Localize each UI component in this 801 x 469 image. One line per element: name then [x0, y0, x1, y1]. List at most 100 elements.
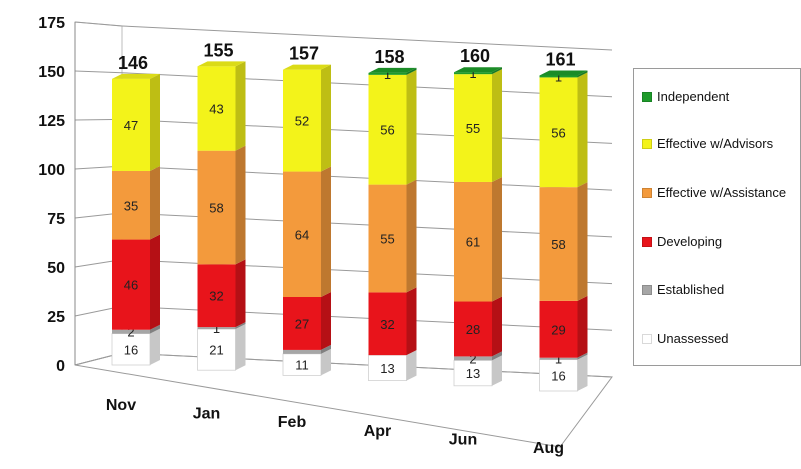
total-label: 160: [460, 46, 490, 66]
bar-side: [577, 70, 588, 78]
gridline: [121, 305, 613, 331]
bar-side: [150, 234, 160, 330]
bar-side: [406, 350, 417, 381]
bar-side: [235, 145, 246, 265]
bar-side: [235, 259, 246, 328]
x-tick-label: Nov: [106, 397, 136, 414]
legend-swatch: [642, 236, 652, 247]
data-label: 1: [469, 66, 476, 81]
bar-side: [321, 64, 331, 172]
bar-side: [577, 295, 588, 358]
data-label: 46: [124, 278, 138, 293]
data-label: 56: [380, 123, 394, 138]
bar-segment-effective-w-advisors: [539, 77, 578, 188]
legend-label: Unassessed: [657, 331, 729, 346]
data-label: 58: [551, 237, 565, 252]
bar-segment-independent: [454, 72, 492, 75]
bar-side: [235, 322, 246, 330]
data-label: 29: [551, 322, 565, 337]
legend-item-independent: Independent: [642, 89, 729, 104]
bar-side: [492, 355, 502, 386]
total-label: 146: [118, 53, 148, 73]
bar-side: [321, 292, 331, 350]
gridline: [121, 212, 613, 238]
bar-side: [406, 287, 417, 356]
legend-swatch: [642, 187, 652, 198]
y-tick-label: 50: [47, 260, 65, 277]
total-label: 158: [374, 47, 404, 67]
bar-segment-established: [454, 356, 492, 361]
data-label: 1: [213, 321, 220, 336]
data-label: 11: [295, 358, 309, 373]
data-label: 16: [551, 368, 565, 383]
x-tick-label: Jun: [449, 431, 477, 448]
bar-side: [577, 72, 588, 188]
total-label: 161: [545, 49, 575, 69]
legend-item-established: Established: [642, 282, 724, 297]
data-label: 43: [209, 102, 223, 117]
legend-swatch: [642, 284, 652, 295]
y-tick-label: 125: [38, 113, 65, 130]
data-label: 32: [209, 289, 223, 304]
legend-swatch: [642, 91, 652, 102]
x-tick-label: Feb: [278, 414, 307, 431]
data-label: 1: [555, 352, 562, 367]
bar-segment-effective-w-advisors: [283, 69, 321, 172]
y-tick-label: 0: [56, 358, 65, 375]
data-label: 35: [124, 198, 138, 213]
legend-label: Developing: [657, 234, 723, 249]
gridline-depth: [74, 21, 123, 27]
y-tick-label: 150: [38, 64, 65, 81]
bar-side: [492, 296, 502, 357]
data-label: 61: [466, 235, 480, 250]
gridline-depth: [74, 70, 123, 74]
bar-side: [406, 179, 417, 293]
legend-label: Established: [657, 282, 725, 297]
bar-top: [197, 61, 246, 67]
bar-segment-unassessed: [539, 359, 578, 392]
data-label: 55: [380, 232, 394, 247]
bar-segment-effective-w-advisors: [112, 78, 150, 171]
bar-segment-developing: [197, 264, 236, 328]
legend-label: Effective w/Advisors: [657, 136, 774, 151]
bar-side: [406, 67, 417, 75]
bar-segment-developing: [368, 292, 407, 356]
bar-side: [235, 61, 246, 151]
bar-segment-established: [539, 357, 578, 360]
legend-label: Independent: [657, 89, 730, 104]
bar-segment-effective-w-assistance: [368, 184, 407, 293]
bar-segment-effective-w-advisors: [454, 74, 492, 182]
bar-side: [235, 324, 246, 371]
data-label: 16: [124, 342, 138, 357]
bar-segment-independent: [368, 72, 407, 75]
bar-segment-effective-w-assistance: [454, 181, 492, 302]
bar-segment-effective-w-advisors: [368, 74, 407, 185]
data-label: 1: [555, 69, 562, 84]
bar-segment-developing: [454, 301, 492, 357]
bar-side: [321, 348, 331, 376]
bar-segment-established: [112, 329, 150, 334]
bar-segment-independent: [539, 75, 578, 78]
data-label: 32: [380, 317, 394, 332]
bar-segment-developing: [539, 300, 578, 358]
bar-top: [283, 64, 331, 70]
x-tick-label: Jan: [193, 406, 221, 423]
data-label: 64: [295, 227, 309, 242]
bar-top: [368, 67, 417, 73]
gridline: [121, 259, 613, 285]
legend-swatch: [642, 333, 652, 344]
gridline: [121, 25, 613, 51]
bar-segment-effective-w-assistance: [539, 187, 578, 301]
bar-top: [454, 67, 502, 73]
bar-side: [492, 176, 502, 302]
x-tick-label: Aug: [533, 440, 564, 457]
bar-segment-effective-w-assistance: [112, 170, 150, 240]
chart-floor: [74, 352, 613, 448]
data-label: 2: [469, 351, 476, 366]
bar-side: [577, 352, 588, 360]
data-label: 58: [209, 201, 223, 216]
x-tick-label: Apr: [364, 423, 392, 440]
data-label: 56: [551, 125, 565, 140]
bar-side: [150, 165, 160, 240]
y-tick-label: 100: [38, 162, 65, 179]
